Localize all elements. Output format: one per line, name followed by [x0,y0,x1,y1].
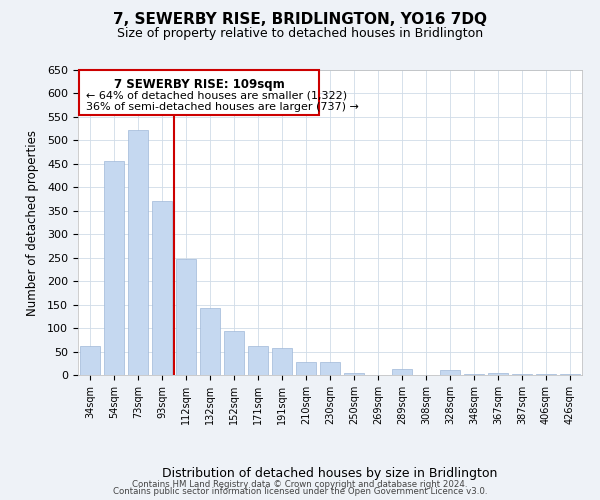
Text: Size of property relative to detached houses in Bridlington: Size of property relative to detached ho… [117,28,483,40]
Bar [488,373,508,375]
Bar [80,346,100,375]
Text: ← 64% of detached houses are smaller (1,322): ← 64% of detached houses are smaller (1,… [86,90,347,101]
FancyBboxPatch shape [79,70,319,114]
Bar [152,202,172,375]
Bar [344,373,364,375]
Bar [104,161,124,375]
Bar [560,374,580,375]
Text: 7, SEWERBY RISE, BRIDLINGTON, YO16 7DQ: 7, SEWERBY RISE, BRIDLINGTON, YO16 7DQ [113,12,487,28]
Y-axis label: Number of detached properties: Number of detached properties [26,130,39,316]
Bar [248,346,268,375]
Bar [440,370,460,375]
Text: 36% of semi-detached houses are larger (737) →: 36% of semi-detached houses are larger (… [86,102,359,112]
Bar [200,308,220,375]
Bar [512,374,532,375]
Bar [296,362,316,375]
Bar [536,374,556,375]
Text: 7 SEWERBY RISE: 109sqm: 7 SEWERBY RISE: 109sqm [114,78,284,92]
Bar [176,258,196,375]
Bar [272,348,292,375]
Text: Contains public sector information licensed under the Open Government Licence v3: Contains public sector information licen… [113,487,487,496]
Bar [320,362,340,375]
Bar [392,369,412,375]
Text: Distribution of detached houses by size in Bridlington: Distribution of detached houses by size … [163,467,497,480]
Bar [224,332,244,375]
Text: Contains HM Land Registry data © Crown copyright and database right 2024.: Contains HM Land Registry data © Crown c… [132,480,468,489]
Bar [128,130,148,375]
Bar [464,374,484,375]
